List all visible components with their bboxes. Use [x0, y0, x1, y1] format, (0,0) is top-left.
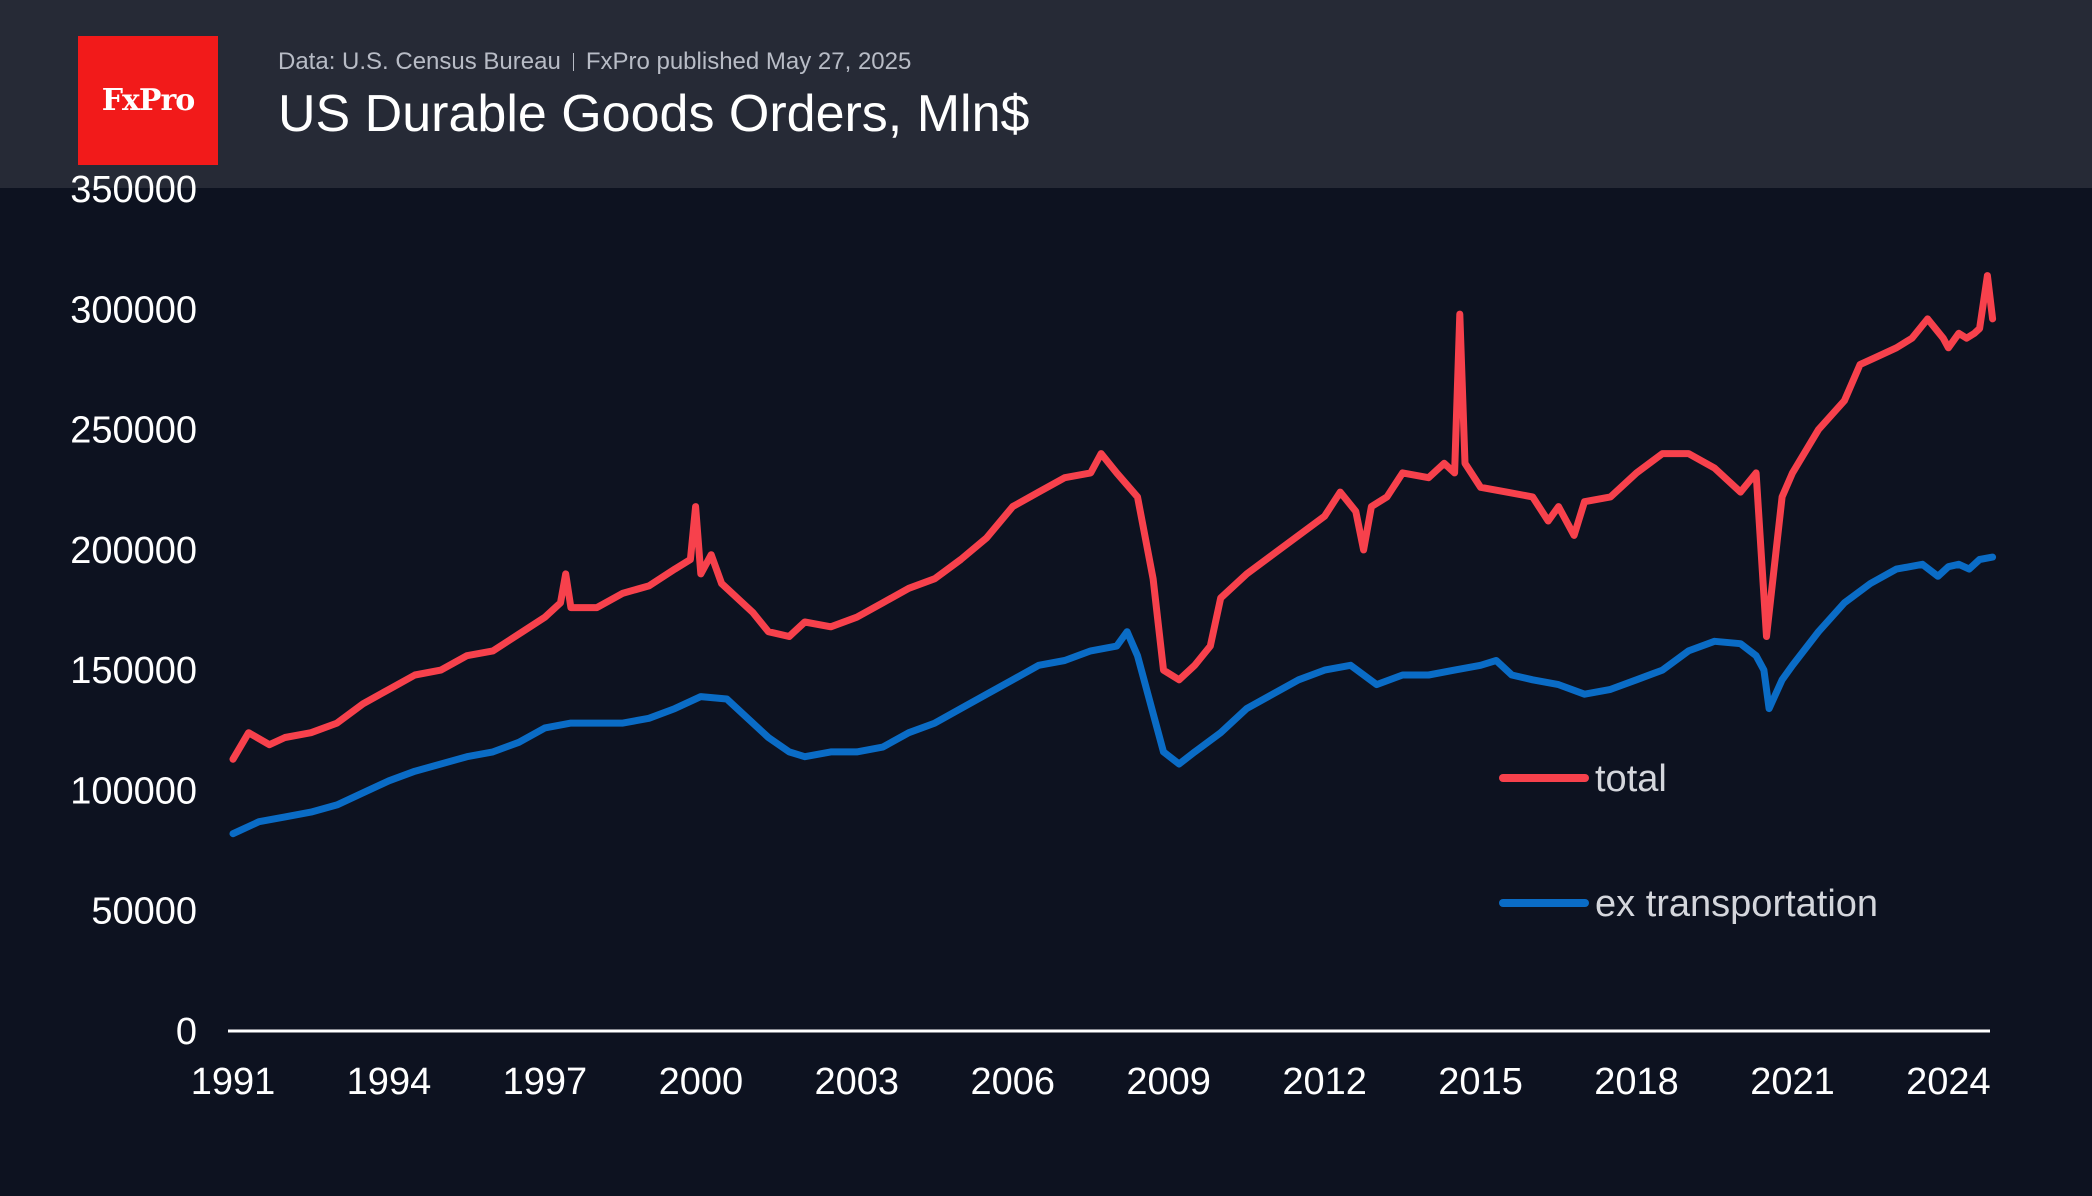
x-tick-label: 2006	[970, 1061, 1055, 1103]
legend-label-total: total	[1595, 758, 1667, 800]
y-tick-label: 150000	[70, 650, 197, 692]
x-axis: 1991 1994 1997 2000 2003 2006 2009 2012 2015 2018…	[191, 1061, 1991, 1103]
y-tick-label: 100000	[70, 770, 197, 812]
y-tick-label: 350000	[70, 169, 197, 211]
x-tick-label: 2024	[1906, 1061, 1991, 1103]
series-line-total	[229, 272, 1997, 763]
y-tick-label: 50000	[91, 891, 197, 933]
y-tick-label: 0	[176, 1011, 197, 1053]
separator	[572, 53, 574, 71]
x-tick-label: 1991	[191, 1061, 276, 1103]
x-tick-label: 2003	[815, 1061, 900, 1103]
source-line: Data: U.S. Census Bureau FxPro published …	[278, 48, 911, 76]
series-lines	[229, 272, 1997, 838]
x-tick-label: 1994	[347, 1061, 432, 1103]
y-axis: 0 50000 100000 150000 200000 250000 300000 3500…	[70, 169, 197, 1053]
logo-text: FxPro	[101, 83, 196, 118]
published-date: FxPro published May 27, 2025	[585, 48, 912, 75]
y-tick-label: 300000	[70, 289, 197, 331]
fxpro-logo: FxPro	[78, 36, 218, 165]
x-tick-label: 2018	[1594, 1061, 1679, 1103]
x-tick-label: 2021	[1750, 1061, 1835, 1103]
x-tick-label: 2015	[1438, 1061, 1523, 1103]
series-line-ex-transportation	[229, 553, 1997, 838]
chart-title: US Durable Goods Orders, Mln$	[278, 85, 1030, 143]
x-tick-label: 2009	[1126, 1061, 1211, 1103]
legend-label-ex-transportation: ex transportation	[1595, 883, 1878, 925]
header-bar: FxPro Data: U.S. Census Bureau FxPro publ…	[0, 0, 2092, 188]
x-tick-label: 2012	[1282, 1061, 1367, 1103]
x-tick-label: 1997	[503, 1061, 588, 1103]
data-source: Data: U.S. Census Bureau	[278, 48, 561, 75]
legend: total ex transportation	[1499, 758, 1878, 925]
y-tick-label: 250000	[70, 410, 197, 452]
x-tick-label: 2000	[659, 1061, 744, 1103]
y-tick-label: 200000	[70, 530, 197, 572]
